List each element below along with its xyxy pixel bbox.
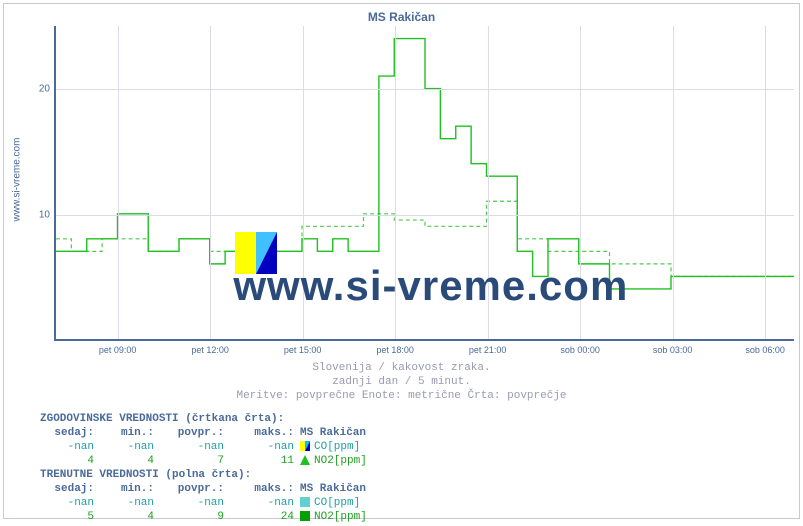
- swatch-icon: [300, 497, 310, 507]
- stat-value: -nan: [40, 496, 100, 510]
- swatch-icon: [300, 455, 310, 465]
- historical-title: ZGODOVINSKE VREDNOSTI (črtkana črta):: [40, 412, 450, 426]
- gridline-x: [210, 26, 211, 339]
- series-label: CO[ppm]: [300, 496, 450, 510]
- table-row: -nan-nan-nan-nanCO[ppm]: [40, 496, 450, 510]
- gridline-x: [580, 26, 581, 339]
- chart-title: MS Rakičan: [4, 10, 799, 24]
- gridline-x: [673, 26, 674, 339]
- historical-table: sedaj:min.:povpr.:maks.:MS Rakičan-nan-n…: [40, 426, 450, 468]
- current-table: sedaj:min.:povpr.:maks.:MS Rakičan-nan-n…: [40, 482, 450, 524]
- caption-source: Slovenija / kakovost zraka.: [4, 362, 799, 374]
- tick-x-label: pet 21:00: [469, 345, 507, 355]
- col-header: min.:: [100, 426, 160, 440]
- col-header: sedaj:: [40, 482, 100, 496]
- current-title: TRENUTNE VREDNOSTI (polna črta):: [40, 468, 450, 482]
- stat-value: -nan: [160, 440, 230, 454]
- tick-x-label: sob 03:00: [653, 345, 693, 355]
- tick-x-label: sob 00:00: [560, 345, 600, 355]
- table-row: -nan-nan-nan-nanCO[ppm]: [40, 440, 450, 454]
- chart-svg: [56, 26, 794, 339]
- series-current: [56, 39, 794, 289]
- tick-y-label: 20: [39, 84, 50, 95]
- gridline-y: [56, 89, 794, 90]
- tick-x-label: pet 12:00: [191, 345, 229, 355]
- source-link[interactable]: www.si-vreme.com: [12, 137, 23, 221]
- stat-value: 4: [40, 454, 100, 468]
- gridline-x: [118, 26, 119, 339]
- col-header: MS Rakičan: [300, 426, 450, 440]
- gridline-x: [488, 26, 489, 339]
- table-row: 44711NO2[ppm]: [40, 454, 450, 468]
- stat-value: 11: [230, 454, 300, 468]
- col-header: maks.:: [230, 482, 300, 496]
- series-historical: [56, 201, 794, 276]
- col-header: povpr.:: [160, 482, 230, 496]
- tick-x-label: pet 18:00: [376, 345, 414, 355]
- gridline-x: [395, 26, 396, 339]
- swatch-icon: [300, 511, 310, 521]
- stat-value: 7: [160, 454, 230, 468]
- stat-value: -nan: [230, 440, 300, 454]
- col-header: sedaj:: [40, 426, 100, 440]
- gridline-x: [303, 26, 304, 339]
- col-header: min.:: [100, 482, 160, 496]
- col-header: povpr.:: [160, 426, 230, 440]
- stat-value: -nan: [40, 440, 100, 454]
- stats-tables: ZGODOVINSKE VREDNOSTI (črtkana črta):sed…: [40, 412, 450, 524]
- stat-value: 4: [100, 454, 160, 468]
- plot-area: 1020pet 09:00pet 12:00pet 15:00pet 18:00…: [54, 26, 794, 341]
- series-label: CO[ppm]: [300, 440, 450, 454]
- source-link-container: www.si-vreme.com: [4, 4, 30, 354]
- caption-period: zadnji dan / 5 minut.: [4, 376, 799, 388]
- caption-meta: Meritve: povprečne Enote: metrične Črta:…: [4, 390, 799, 402]
- stat-value: -nan: [100, 496, 160, 510]
- tick-x-label: pet 09:00: [99, 345, 137, 355]
- stat-value: -nan: [100, 440, 160, 454]
- col-header: MS Rakičan: [300, 482, 450, 496]
- chart-frame: www.si-vreme.com MS Rakičan 1020pet 09:0…: [3, 3, 800, 519]
- gridline-y: [56, 215, 794, 216]
- swatch-icon: [300, 441, 310, 451]
- tick-x-label: sob 06:00: [745, 345, 785, 355]
- tick-x-label: pet 15:00: [284, 345, 322, 355]
- gridline-x: [765, 26, 766, 339]
- stat-value: -nan: [160, 496, 230, 510]
- tick-y-label: 10: [39, 210, 50, 221]
- col-header: maks.:: [230, 426, 300, 440]
- stat-value: -nan: [230, 496, 300, 510]
- series-label: NO2[ppm]: [300, 454, 450, 468]
